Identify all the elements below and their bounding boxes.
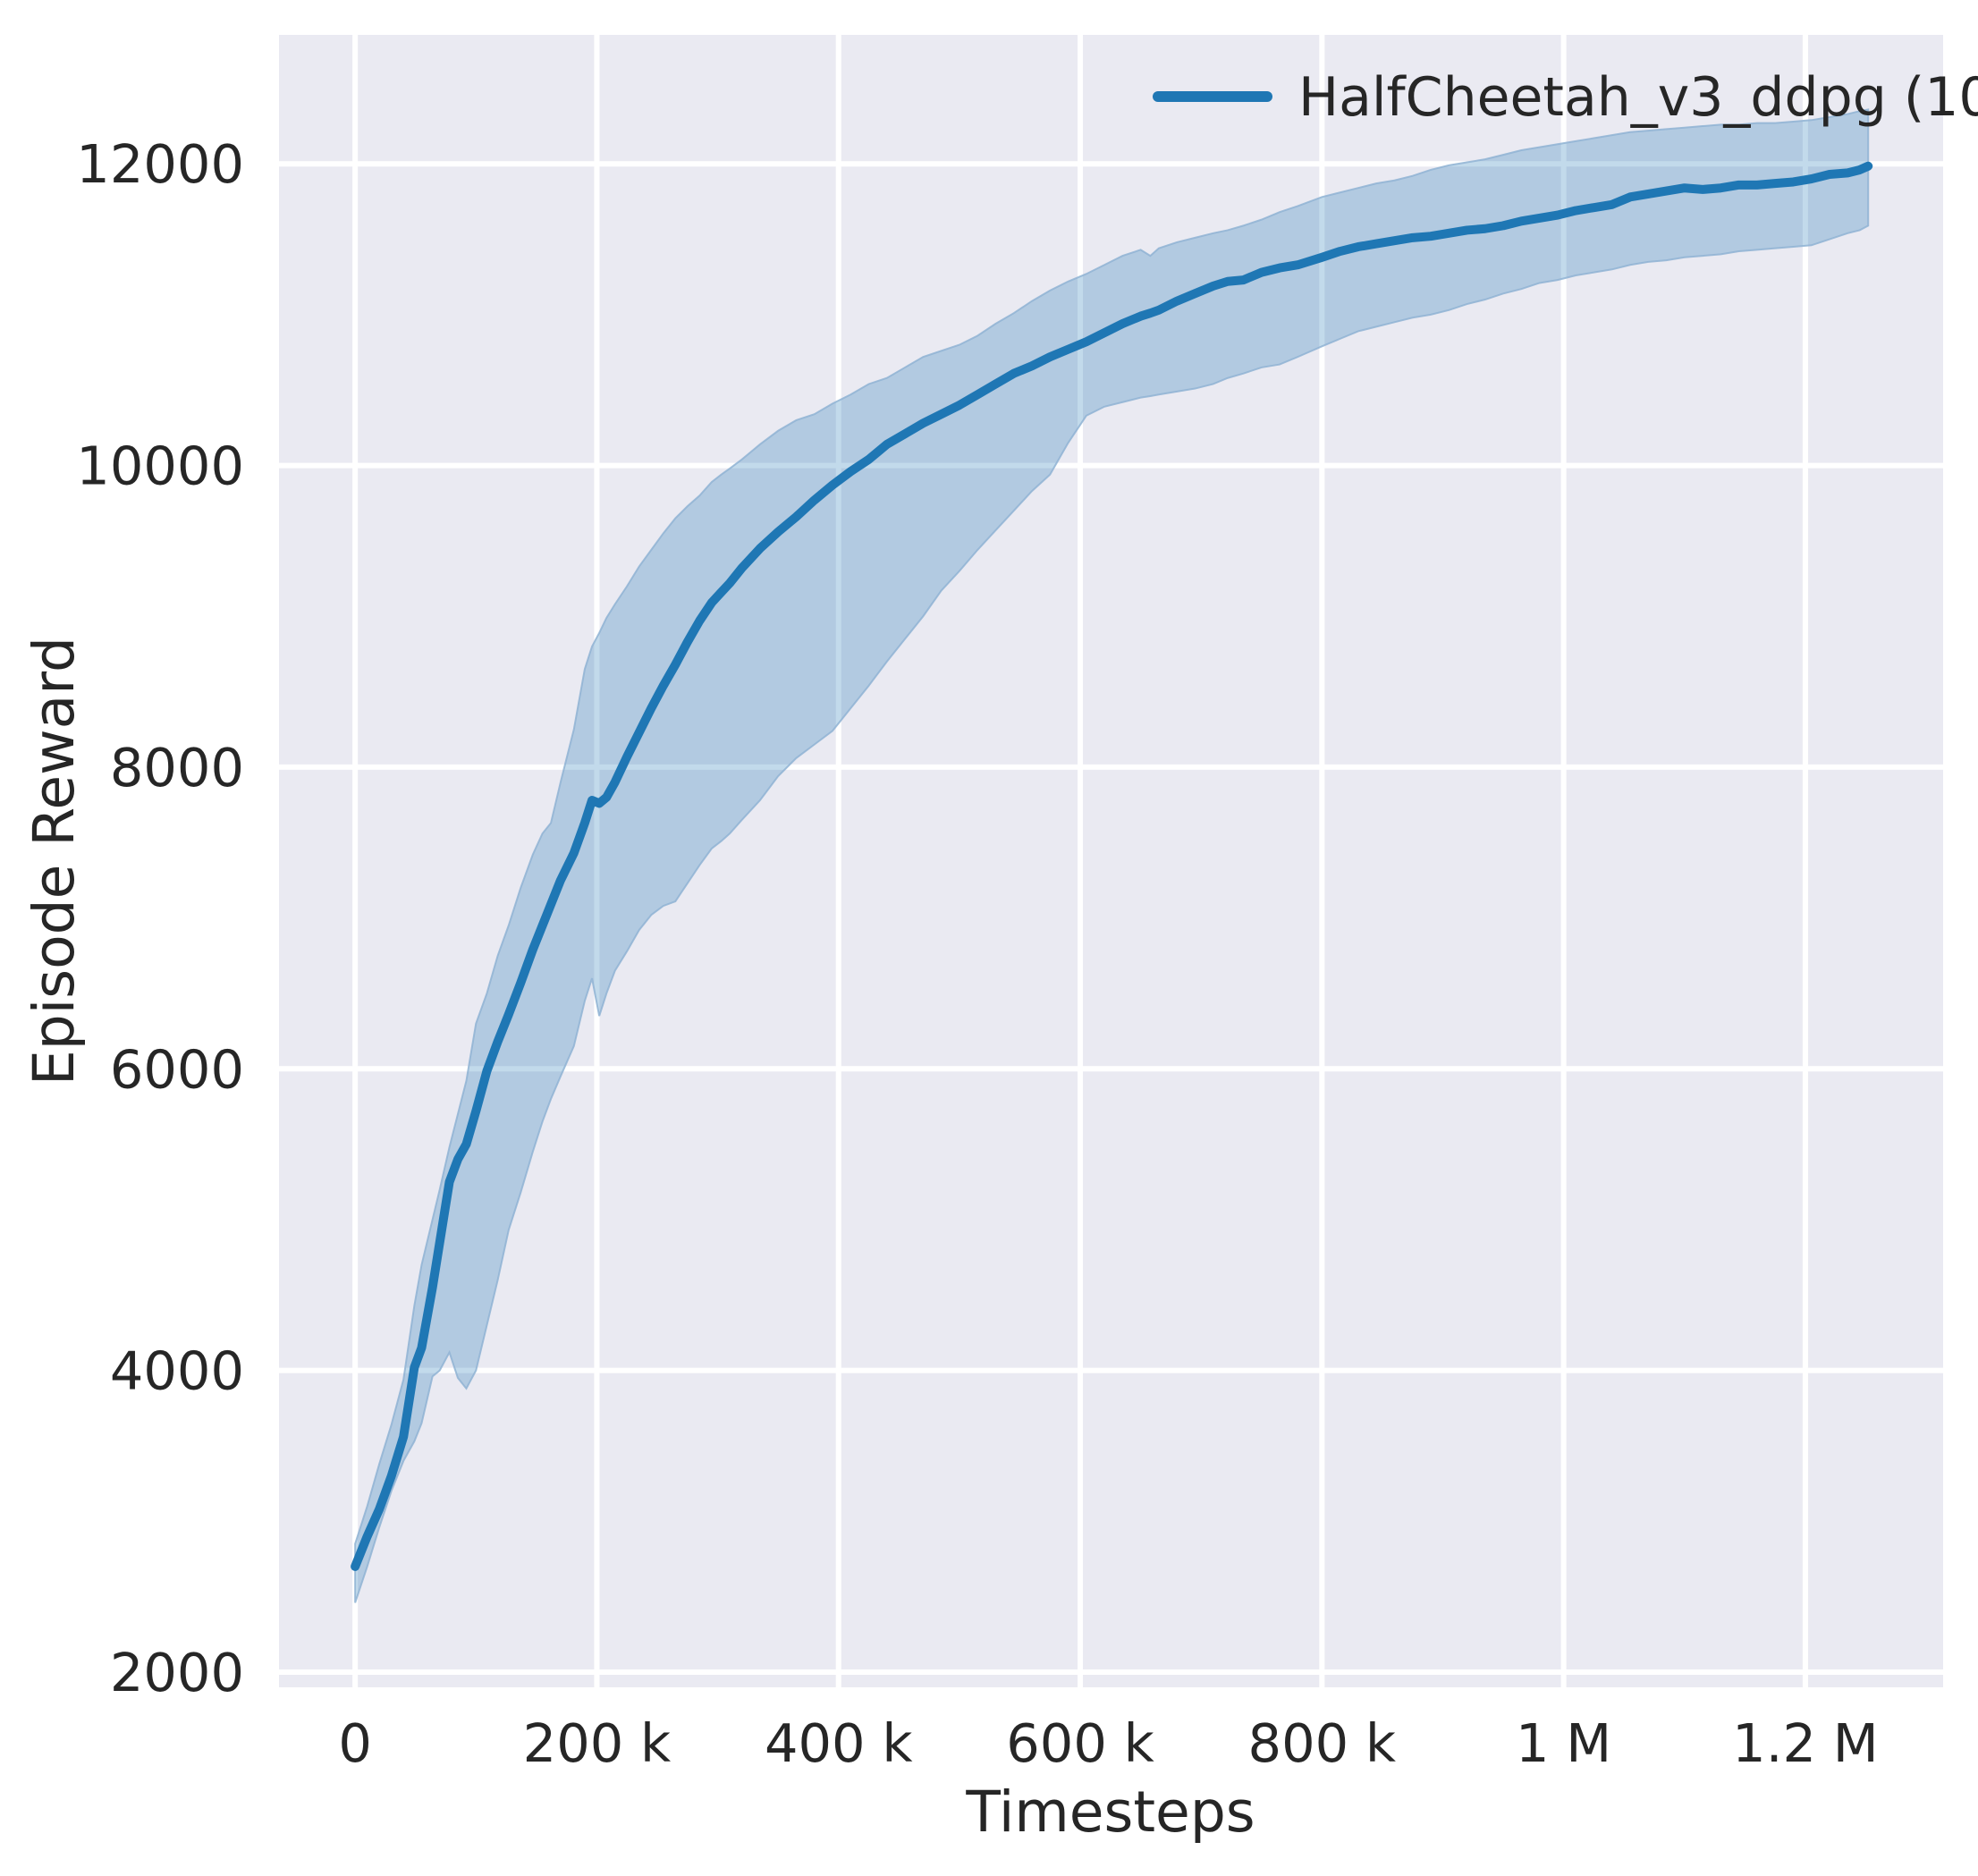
y-tick-label: 2000 [110, 1642, 244, 1703]
legend-label: HalfCheetah_v3_ddpg (10) [1298, 66, 1978, 129]
y-tick-label: 12000 [76, 133, 244, 195]
labels-layer: Episode Reward Timesteps HalfCheetah_v3_… [21, 66, 1978, 1845]
y-axis-title: Episode Reward [21, 637, 87, 1086]
x-axis-title: Timesteps [965, 1779, 1255, 1845]
x-tick-label: 0 [338, 1712, 372, 1774]
mean-line [351, 161, 1873, 1571]
plot-area: 0 200 k 400 k 600 k 800 k 1 M 1.2 M 2000 4000 600… [76, 35, 1943, 1774]
plot-background [279, 35, 1943, 1687]
y-tick-label: 8000 [110, 737, 244, 799]
confidence-band [354, 108, 1870, 1603]
x-tick-label: 1 M [1516, 1712, 1611, 1774]
x-tick-label: 400 k [765, 1712, 913, 1774]
x-tick-label: 600 k [1006, 1712, 1154, 1774]
y-tick-label: 10000 [76, 435, 244, 497]
y-tick-label: 6000 [110, 1038, 244, 1100]
x-tick-label: 1.2 M [1732, 1712, 1879, 1774]
y-tick-label: 4000 [110, 1340, 244, 1402]
x-tick-label: 200 k [523, 1712, 672, 1774]
x-tick-label: 800 k [1248, 1712, 1397, 1774]
